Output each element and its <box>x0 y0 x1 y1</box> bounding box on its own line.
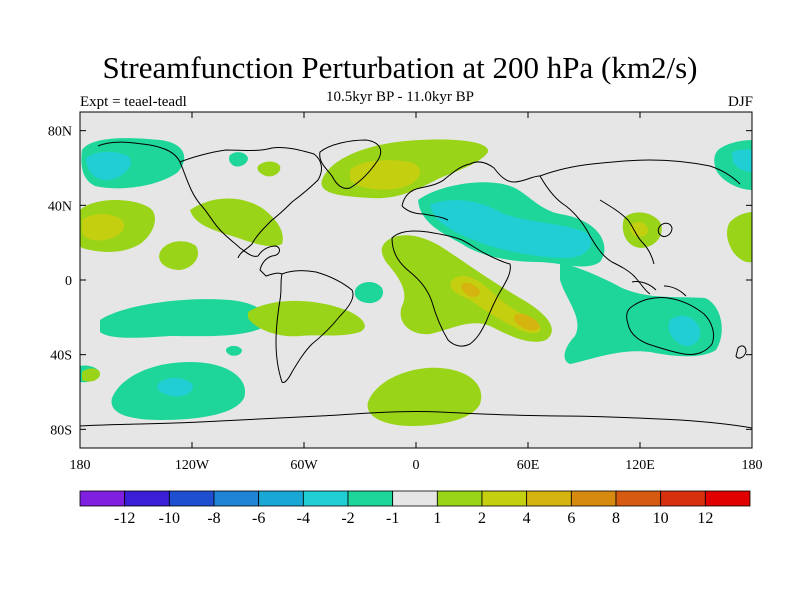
x-tick-label: 180 <box>70 458 91 473</box>
x-tick-label: 60E <box>517 458 540 473</box>
contour-positive-north-atlantic-core <box>350 160 421 190</box>
colorbar-swatch <box>704 490 751 507</box>
contour-positive-northpacific-small <box>257 161 281 177</box>
y-tick-label: 40S <box>50 349 72 364</box>
contour-negative-dateline-north-core <box>732 149 752 172</box>
contour-positive-west-sp <box>82 368 100 382</box>
coastline-south-america <box>275 270 354 383</box>
coastline-japan <box>657 222 673 237</box>
colorbar: -12 -10 -8 -6 -4 -2 -1 1 2 4 6 8 10 12 <box>79 490 751 527</box>
colorbar-label: -10 <box>159 510 180 527</box>
y-tick-label: 80N <box>48 125 72 140</box>
x-tick-label: 120E <box>625 458 655 473</box>
contour-positive-north-pacific-core <box>82 214 124 241</box>
contour-negative-samerica-small <box>226 345 242 356</box>
coastline-greenland <box>319 139 382 189</box>
contour-negative-atlantic-small <box>354 282 384 304</box>
contour-negative-southern-ocean-core <box>157 378 193 397</box>
contour-negative-south-pacific <box>100 299 267 338</box>
coastline-newzealand <box>735 345 747 359</box>
contour-positive-dateline <box>727 212 752 263</box>
plot-subtitle: 10.5kyr BP - 11.0kyr BP <box>325 89 475 105</box>
coastline-asia <box>539 159 741 295</box>
colorbar-label: 8 <box>612 510 620 527</box>
colorbar-label: -1 <box>386 510 399 527</box>
contour-positive-pacific-small <box>159 241 199 270</box>
coastline-africa <box>391 230 511 347</box>
colorbar-label: -12 <box>114 510 135 527</box>
colorbar-swatch <box>124 490 170 507</box>
colorbar-swatch <box>79 490 126 507</box>
colorbar-swatch <box>615 490 662 507</box>
x-tick-label: 0 <box>413 458 420 473</box>
contour-positive-na-central <box>190 198 283 247</box>
coastline-indonesia <box>631 281 687 297</box>
contour-fill-layer <box>80 138 752 426</box>
plot-title: Streamfunction Perturbation at 200 hPa (… <box>102 50 698 85</box>
contour-negative-eurasia-core <box>430 200 592 258</box>
contour-negative-northpacific-core <box>86 151 131 181</box>
coastline-north-america <box>97 141 322 277</box>
colorbar-label: 2 <box>478 510 486 527</box>
colorbar-label: 6 <box>567 510 575 527</box>
colorbar-label: 10 <box>653 510 669 527</box>
colorbar-swatch <box>392 490 438 507</box>
colorbar-swatch <box>258 490 304 507</box>
colorbar-swatch <box>168 490 215 507</box>
coastline-layer <box>80 139 752 429</box>
colorbar-label: 4 <box>523 510 531 527</box>
colorbar-swatch <box>526 490 572 507</box>
colorbar-swatch <box>302 490 349 507</box>
colorbar-label: -2 <box>341 510 354 527</box>
x-axis: 180 120W 60W 0 60E 120E 180 <box>70 112 763 473</box>
contour-negative-australia-core <box>668 315 701 347</box>
contour-positive-south-atlantic <box>248 300 365 337</box>
colorbar-swatch <box>660 490 706 507</box>
contour-positive-antarctic <box>367 367 482 426</box>
colorbar-swatch <box>481 490 528 507</box>
x-tick-label: 120W <box>175 458 210 473</box>
x-tick-label: 60W <box>290 458 318 473</box>
season-label: DJF <box>727 94 753 110</box>
colorbar-swatch <box>436 490 483 507</box>
coastline-antarctica <box>80 410 752 429</box>
y-tick-label: 40N <box>48 199 72 214</box>
coastline-australia <box>626 297 715 355</box>
contour-positive-africa-peak <box>461 282 480 297</box>
contour-positive-east-asia-core <box>630 222 648 237</box>
colorbar-label: -4 <box>297 510 310 527</box>
colorbar-label: 1 <box>433 510 441 527</box>
contour-negative-greenland-edge <box>229 152 248 167</box>
colorbar-swatch <box>347 490 394 507</box>
colorbar-label: -8 <box>207 510 220 527</box>
colorbar-swatch <box>213 490 260 507</box>
colorbar-label: 12 <box>697 510 713 527</box>
colorbar-swatch <box>570 490 617 507</box>
y-tick-label: 80S <box>50 423 72 438</box>
y-tick-label: 0 <box>65 274 72 289</box>
coastline-europe <box>401 161 541 221</box>
colorbar-label: -6 <box>252 510 265 527</box>
x-tick-label: 180 <box>742 458 763 473</box>
contour-positive-africa-peak2 <box>513 313 540 331</box>
y-axis: 80N 40N 0 40S 80S <box>48 125 752 438</box>
experiment-label: Expt = teael-teadl <box>80 94 187 110</box>
